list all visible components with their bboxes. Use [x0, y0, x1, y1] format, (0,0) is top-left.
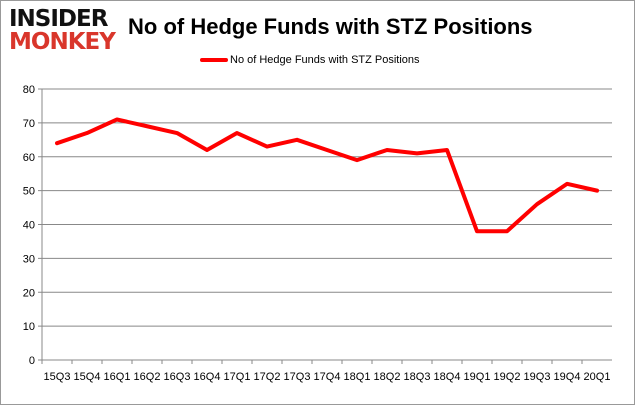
x-tick-label: 17Q3 [284, 371, 311, 383]
x-tick-label: 17Q4 [314, 371, 341, 383]
legend: No of Hedge Funds with STZ Positions [200, 54, 420, 66]
legend-swatch [200, 58, 228, 62]
x-tick-label: 16Q2 [134, 371, 161, 383]
logo-monkey: MONKEY [9, 29, 116, 55]
series-line [55, 117, 599, 234]
x-tick-label: 19Q2 [494, 371, 521, 383]
x-tick-label: 16Q3 [164, 371, 191, 383]
x-tick-label: 15Q3 [44, 371, 71, 383]
y-tick-label: 30 [23, 253, 35, 265]
y-tick-label: 80 [23, 84, 35, 96]
x-tick-label: 18Q4 [434, 371, 461, 383]
y-tick-label: 20 [23, 287, 35, 299]
legend-label: No of Hedge Funds with STZ Positions [230, 54, 420, 66]
x-tick-label: 18Q3 [404, 371, 431, 383]
x-tick-label: 19Q1 [464, 371, 491, 383]
x-tick-label: 19Q4 [554, 371, 581, 383]
x-tick-label: 15Q4 [74, 371, 101, 383]
x-tick-label: 18Q2 [374, 371, 401, 383]
x-tick-label: 17Q2 [254, 371, 281, 383]
x-tick-label: 16Q1 [104, 371, 131, 383]
y-tick-label: 50 [23, 186, 35, 198]
y-tick-label: 0 [29, 355, 35, 367]
y-tick-label: 60 [23, 152, 35, 164]
x-tick-label: 16Q4 [194, 371, 221, 383]
y-tick-label: 70 [23, 118, 35, 130]
x-tick-label: 18Q1 [344, 371, 371, 383]
x-tick-label: 20Q1 [584, 371, 611, 383]
y-tick-label: 40 [23, 220, 35, 232]
x-tick-label: 19Q3 [524, 371, 551, 383]
logo-insider: INSIDER [9, 6, 108, 32]
chart-title: No of Hedge Funds with STZ Positions [128, 14, 533, 39]
x-tick-label: 17Q1 [224, 371, 251, 383]
y-tick-label: 10 [23, 321, 35, 333]
